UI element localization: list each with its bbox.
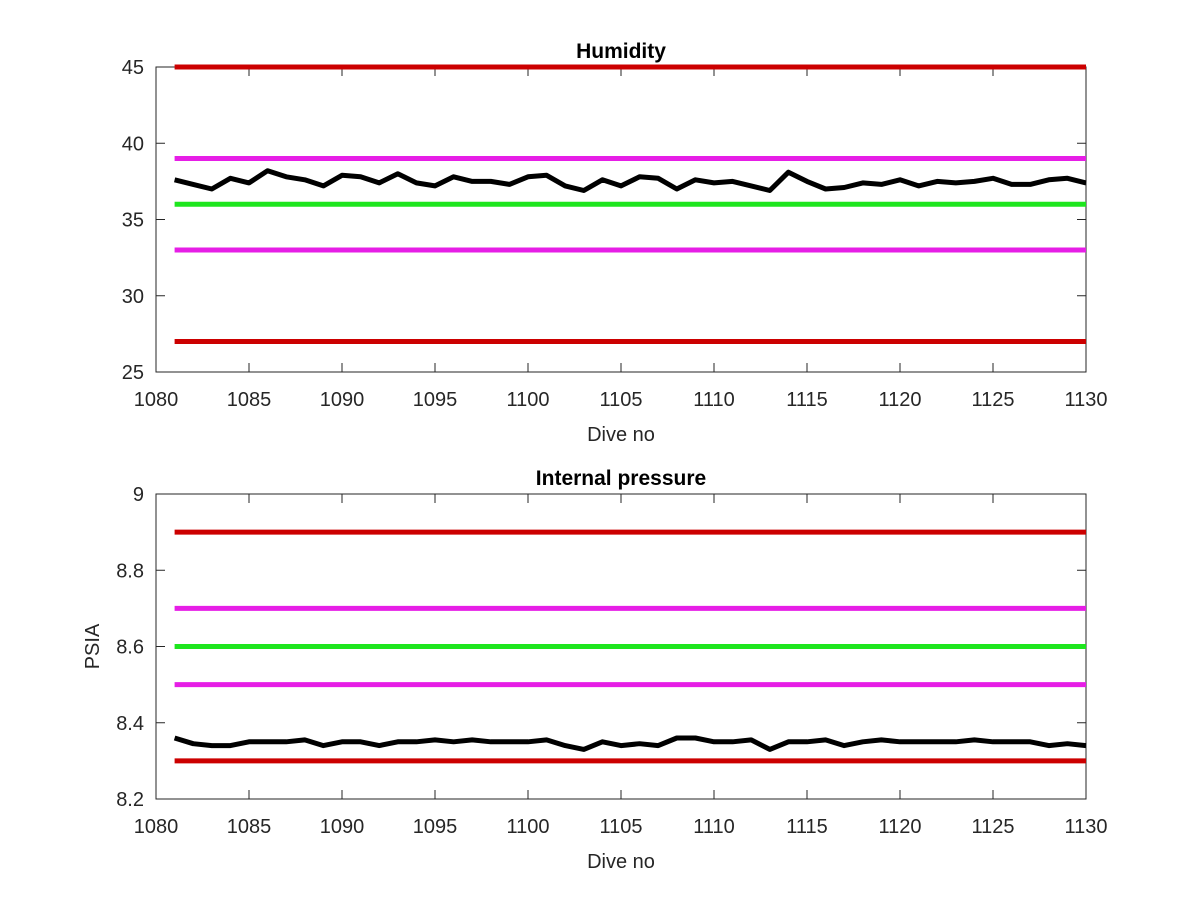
humidity-x-tick-label: 1085	[227, 389, 272, 411]
internal-pressure-x-tick-label: 1095	[413, 816, 458, 838]
internal-pressure-plot: Internal pressure Dive no PSIA 1080 1085 1…	[82, 467, 1108, 873]
internal-pressure-x-tick-label: 1115	[786, 816, 828, 838]
humidity-x-tick-label: 1105	[599, 389, 642, 411]
internal-pressure-y-tick-label: 8.8	[116, 560, 144, 582]
internal-pressure-x-tick-label: 1125	[971, 816, 1014, 838]
internal-pressure-data-line	[173, 735, 1087, 752]
internal-pressure-axes: 1080 1085 1090 1095 1100 1105 1110 1115 1120 1125…	[116, 484, 1107, 838]
humidity-x-tick-label: 1125	[971, 389, 1014, 411]
humidity-title: Humidity	[576, 40, 666, 63]
humidity-x-tick-label: 1100	[506, 389, 549, 411]
internal-pressure-x-tick-label: 1110	[693, 816, 735, 838]
internal-pressure-x-tick-label: 1080	[134, 816, 179, 838]
internal-pressure-y-axis-label: PSIA	[82, 623, 104, 669]
internal-pressure-x-tick-label: 1120	[878, 816, 921, 838]
humidity-x-axis-label: Dive no	[587, 424, 655, 446]
humidity-x-tick-label: 1130	[1064, 389, 1107, 411]
internal-pressure-x-tick-label: 1130	[1064, 816, 1107, 838]
humidity-y-tick-label: 30	[122, 286, 144, 308]
internal-pressure-title: Internal pressure	[536, 467, 706, 490]
internal-pressure-y-tick-label: 8.6	[116, 637, 144, 659]
internal-pressure-x-tick-label: 1100	[506, 816, 549, 838]
internal-pressure-x-tick-label: 1090	[320, 816, 365, 838]
internal-pressure-y-tick-label: 9	[133, 484, 144, 506]
humidity-x-tick-label: 1095	[413, 389, 458, 411]
humidity-y-tick-label: 25	[122, 362, 144, 384]
humidity-axes: 1080 1085 1090 1095 1100 1105 1110 1115 1120 1125…	[122, 57, 1108, 411]
internal-pressure-x-tick-label: 1105	[599, 816, 642, 838]
internal-pressure-y-tick-label: 8.4	[116, 713, 144, 735]
humidity-x-tick-label: 1090	[320, 389, 365, 411]
humidity-y-tick-label: 45	[122, 57, 144, 79]
internal-pressure-y-tick-label: 8.2	[116, 789, 144, 811]
humidity-x-tick-label: 1120	[878, 389, 921, 411]
humidity-x-tick-label: 1110	[693, 389, 735, 411]
humidity-plot: Humidity Dive no 1080 1085 1090 1095 1100 110…	[122, 40, 1108, 446]
internal-pressure-x-tick-label: 1085	[227, 816, 272, 838]
humidity-x-tick-label: 1080	[134, 389, 179, 411]
humidity-data-line	[173, 168, 1087, 193]
internal-pressure-x-axis-label: Dive no	[587, 851, 655, 873]
humidity-y-tick-label: 40	[122, 133, 144, 155]
humidity-x-tick-label: 1115	[786, 389, 828, 411]
humidity-y-tick-label: 35	[122, 210, 144, 232]
